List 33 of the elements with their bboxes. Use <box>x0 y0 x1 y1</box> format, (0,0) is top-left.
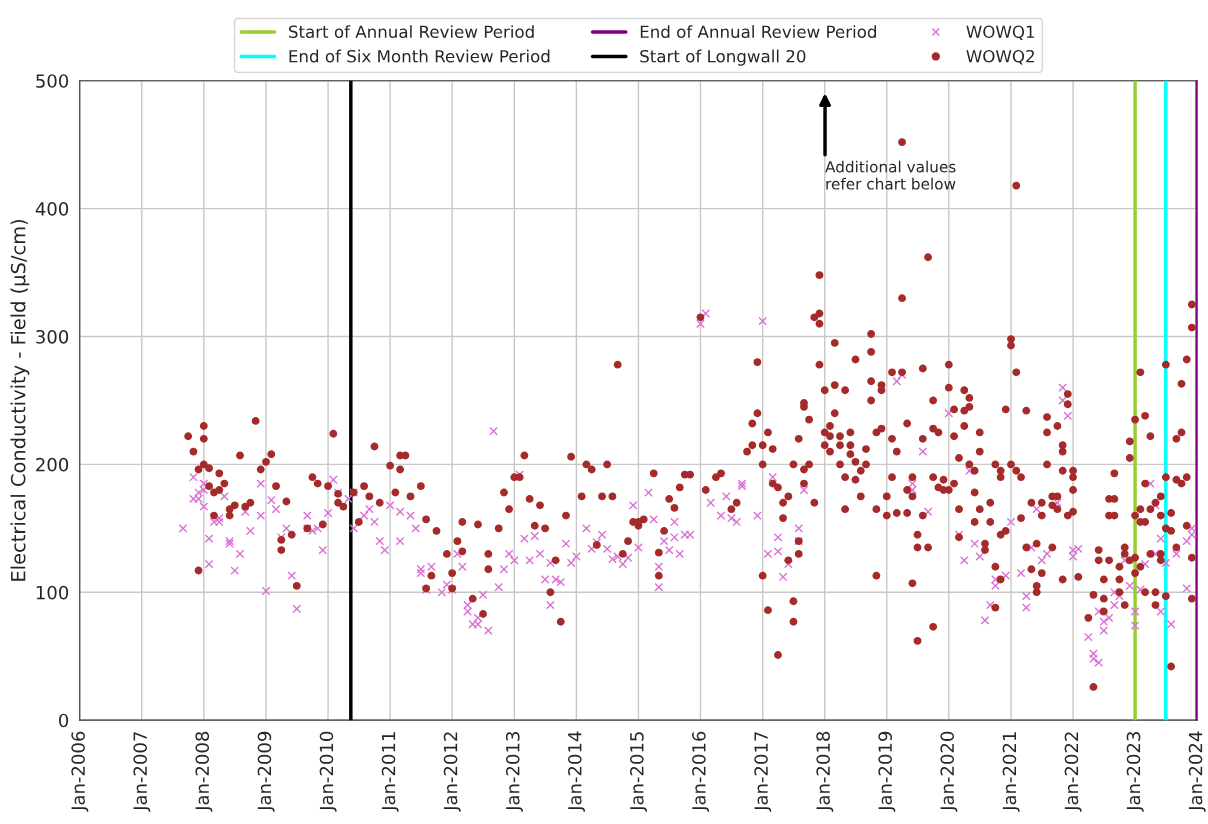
x-tick-label: Jan-2009 <box>257 731 275 812</box>
x-tick-label: Jan-2024 <box>1188 731 1206 812</box>
x-tick-label: Jan-2017 <box>754 732 772 812</box>
x-tick-label: Jan-2008 <box>195 731 213 812</box>
x-tick-label: Jan-2007 <box>133 732 151 812</box>
y-tick-label: 0 <box>59 713 69 728</box>
x-tick-label: Jan-2006 <box>71 731 89 812</box>
annotation: Additional values refer chart below <box>825 160 956 190</box>
x-tick-label: Jan-2019 <box>878 731 896 812</box>
y-tick-label: 500 <box>36 74 69 88</box>
x-tick-label: Jan-2015 <box>630 732 648 812</box>
x-tick-label: Jan-2011 <box>381 732 399 812</box>
y-axis-title: Electrical Conductivity - Field (µS/cm) <box>10 219 30 581</box>
x-tick-label: Jan-2014 <box>567 731 585 812</box>
legend-label: End of Annual Review Period <box>640 25 876 39</box>
y-tick-label: 400 <box>35 202 69 216</box>
y-tick-label: 200 <box>36 457 69 472</box>
legend-label: Start of Annual Review Period <box>289 25 534 39</box>
x-tick-label: Jan-2012 <box>443 732 461 812</box>
legend-label: End of Six Month Review Period <box>289 49 550 63</box>
x-tick-label: Jan-2010 <box>319 731 337 812</box>
x-tick-label: Jan-2020 <box>940 731 958 812</box>
y-tick-label: 300 <box>36 329 69 344</box>
x-tick-label: Jan-2013 <box>505 732 523 812</box>
x-tick-label: Jan-2018 <box>816 731 834 812</box>
x-tick-label: Jan-2021 <box>1002 732 1020 812</box>
legend-label: WOWQ2 <box>966 49 1034 65</box>
x-tick-label: Jan-2023 <box>1126 732 1144 812</box>
y-tick-label: 100 <box>36 585 69 600</box>
legend-label: Start of Longwall 20 <box>640 49 806 66</box>
x-tick-label: Jan-2022 <box>1064 732 1082 812</box>
legend-label: WOWQ1 <box>966 25 1035 40</box>
x-tick-label: Jan-2016 <box>692 731 710 812</box>
